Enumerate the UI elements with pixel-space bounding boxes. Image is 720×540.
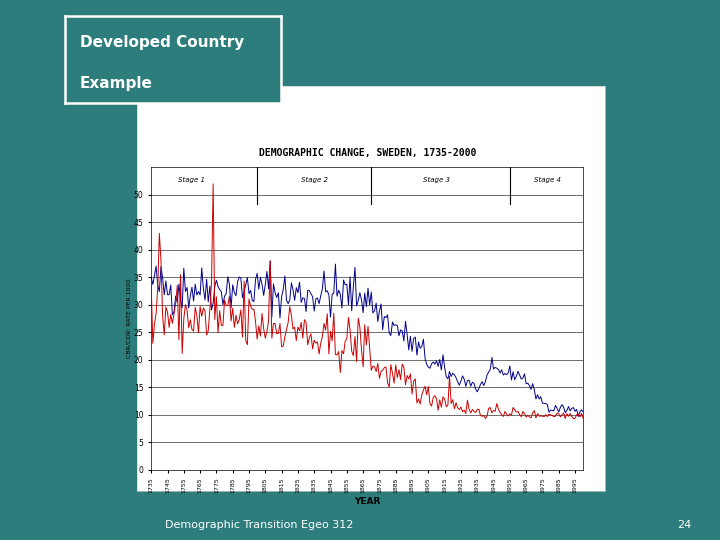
Title: DEMOGRAPHIC CHANGE, SWEDEN, 1735-2000: DEMOGRAPHIC CHANGE, SWEDEN, 1735-2000 <box>258 148 476 158</box>
Text: Stage 3: Stage 3 <box>423 177 450 183</box>
Text: Stage 4: Stage 4 <box>534 177 561 183</box>
Y-axis label: CBR/CDR: RATE PER 1000: CBR/CDR: RATE PER 1000 <box>126 279 131 358</box>
Text: Stage 1: Stage 1 <box>179 177 205 183</box>
Text: Example: Example <box>80 76 153 91</box>
Text: 24: 24 <box>677 520 691 530</box>
Text: Developed Country: Developed Country <box>80 35 244 50</box>
Text: Demographic Transition Egeo 312: Demographic Transition Egeo 312 <box>165 520 354 530</box>
X-axis label: YEAR: YEAR <box>354 497 380 507</box>
Text: Stage 2: Stage 2 <box>301 177 328 183</box>
